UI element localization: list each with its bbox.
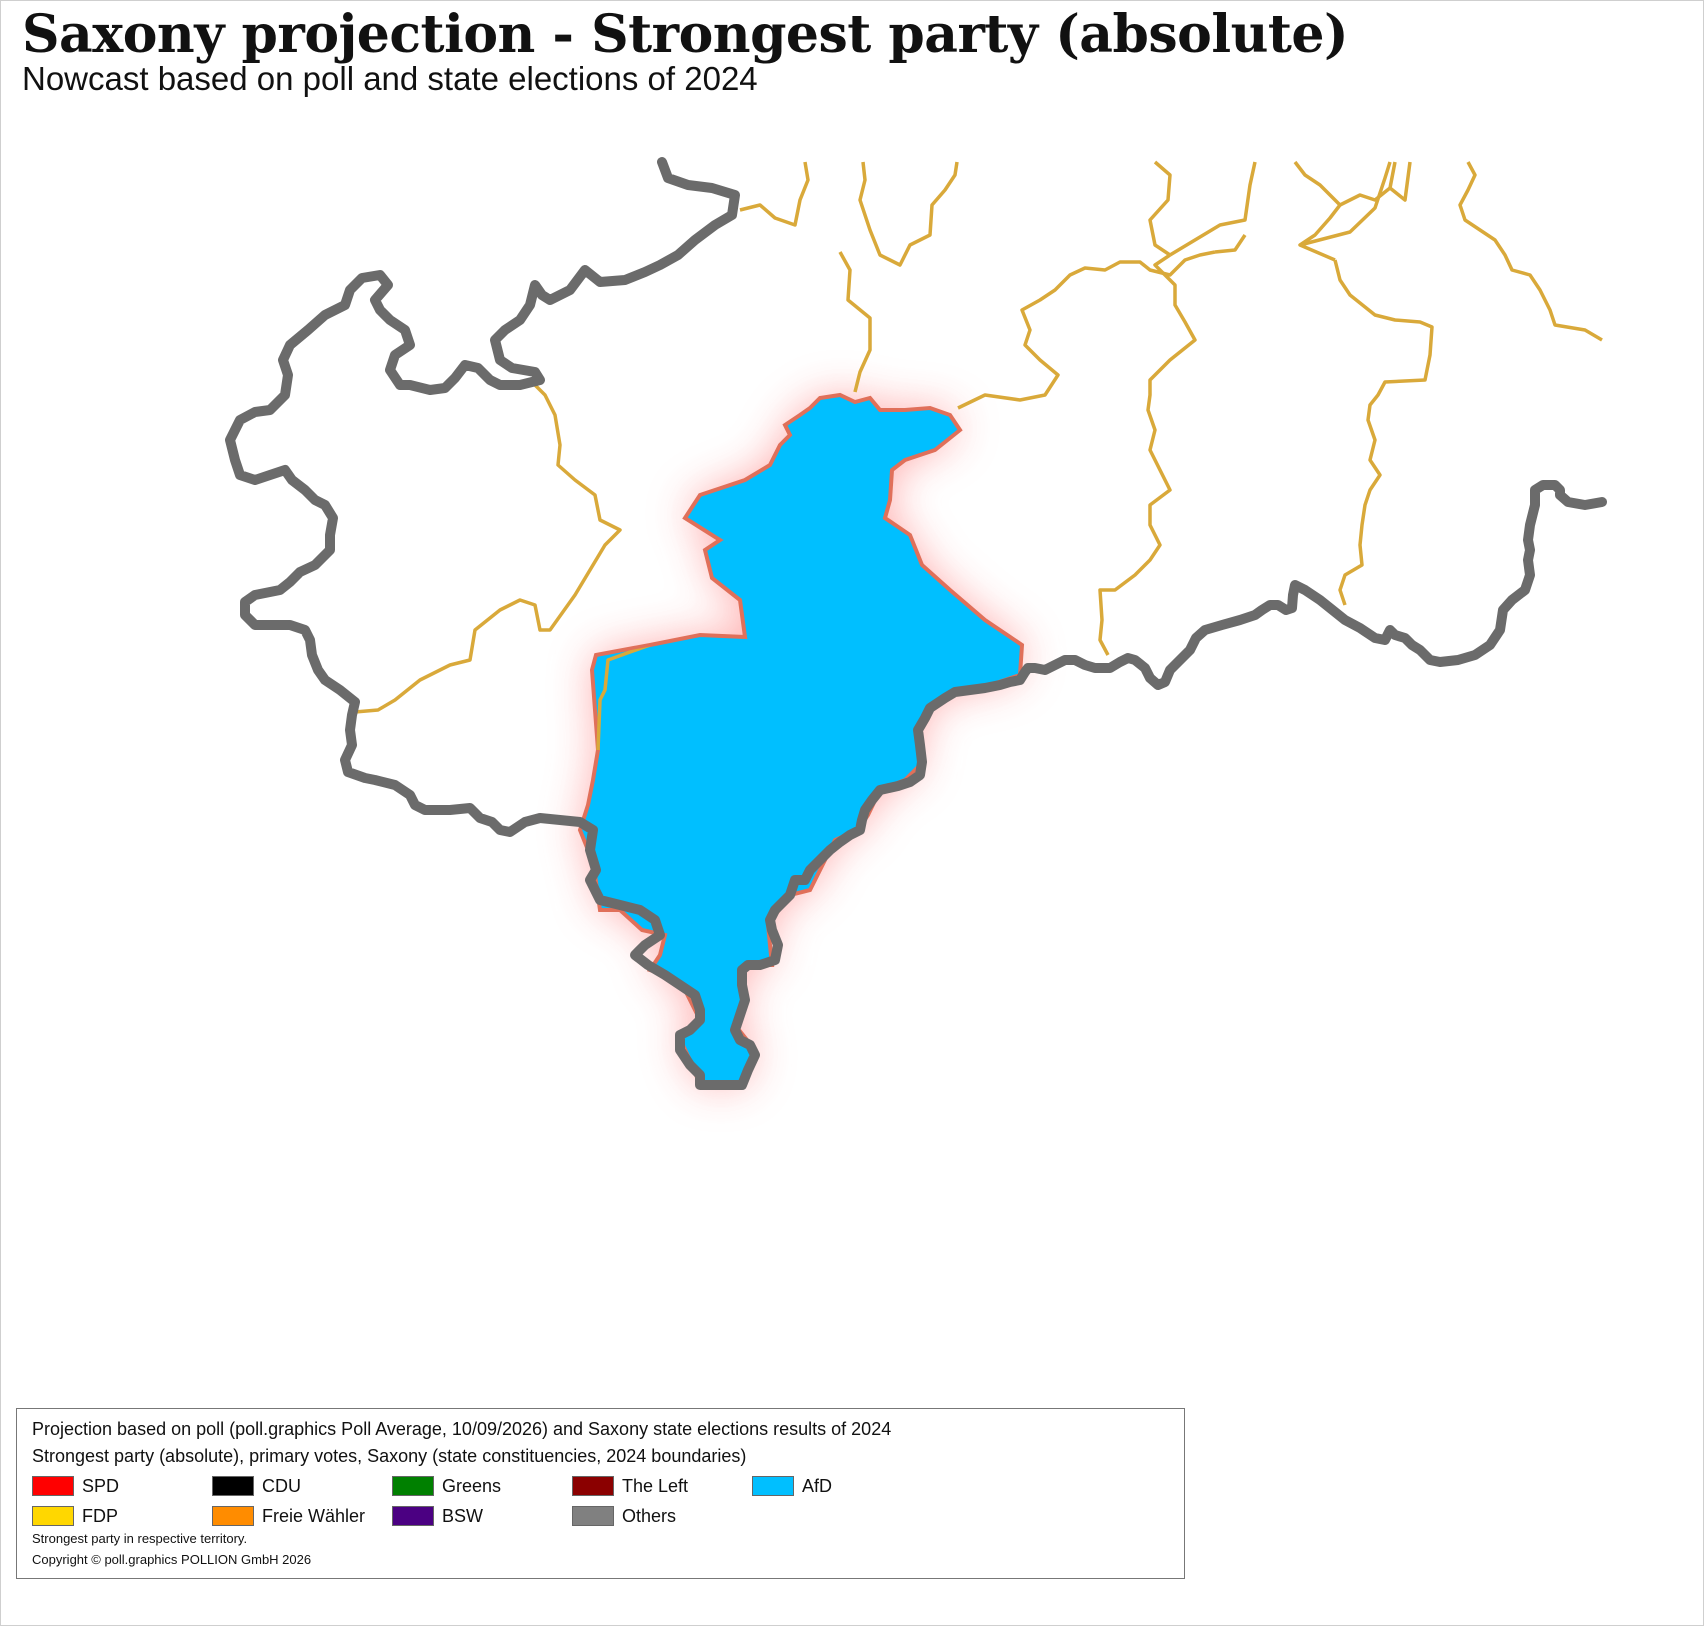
legend-label-the-left: The Left — [622, 1475, 689, 1496]
map-subtitle: Nowcast based on poll and state election… — [22, 60, 758, 97]
legend-swatch-freie-waehler — [212, 1506, 254, 1526]
legend-label-spd: SPD — [82, 1475, 120, 1496]
legend-item-fdp: FDP — [32, 1504, 118, 1528]
legend-swatch-the-left — [572, 1476, 614, 1496]
map-title: Saxony projection - Strongest party (abs… — [22, 4, 1349, 65]
constituency-borders — [354, 160, 1603, 751]
legend-label-bsw: BSW — [442, 1505, 484, 1526]
legend-label-greens: Greens — [442, 1475, 502, 1496]
legend-swatch-bsw — [392, 1506, 434, 1526]
legend-label-others: Others — [622, 1505, 677, 1526]
legend-item-freie-waehler: Freie Wähler — [212, 1504, 365, 1528]
legend-swatch-cdu — [212, 1476, 254, 1496]
legend-item-bsw: BSW — [392, 1504, 483, 1528]
legend-item-others: Others — [572, 1504, 676, 1528]
legend-swatch-fdp — [32, 1506, 74, 1526]
legend-description-line: Strongest party (absolute), primary vote… — [32, 1446, 747, 1466]
constituency-afd[interactable] — [577, 392, 1025, 1087]
legend-source-line: Projection based on poll (poll.graphics … — [32, 1419, 892, 1439]
legend-swatch-afd — [752, 1476, 794, 1496]
highlight-outline — [595, 393, 1024, 676]
legend-label-fdp: FDP — [82, 1505, 118, 1526]
legend-swatch-greens — [392, 1476, 434, 1496]
legend-item-cdu: CDU — [212, 1474, 301, 1498]
legend-item-afd: AfD — [752, 1474, 832, 1498]
copyright-note: Copyright © poll.graphics POLLION GmbH 2… — [32, 1552, 312, 1567]
legend-item-spd: SPD — [32, 1474, 119, 1498]
legend-note: Strongest party in respective territory. — [32, 1531, 248, 1546]
legend-item-the-left: The Left — [572, 1474, 688, 1498]
legend-box: Projection based on poll (poll.graphics … — [16, 1408, 1185, 1579]
legend-label-freie-waehler: Freie Wähler — [262, 1505, 366, 1526]
legend-item-greens: Greens — [392, 1474, 501, 1498]
state-border — [225, 157, 1607, 1090]
legend-label-cdu: CDU — [262, 1475, 301, 1496]
legend-swatch-spd — [32, 1476, 74, 1496]
legend-label-afd: AfD — [802, 1475, 833, 1496]
legend-items: SPD CDU Greens The Left AfD FDP Freie Wä… — [32, 1474, 1182, 1534]
legend-swatch-others — [572, 1506, 614, 1526]
